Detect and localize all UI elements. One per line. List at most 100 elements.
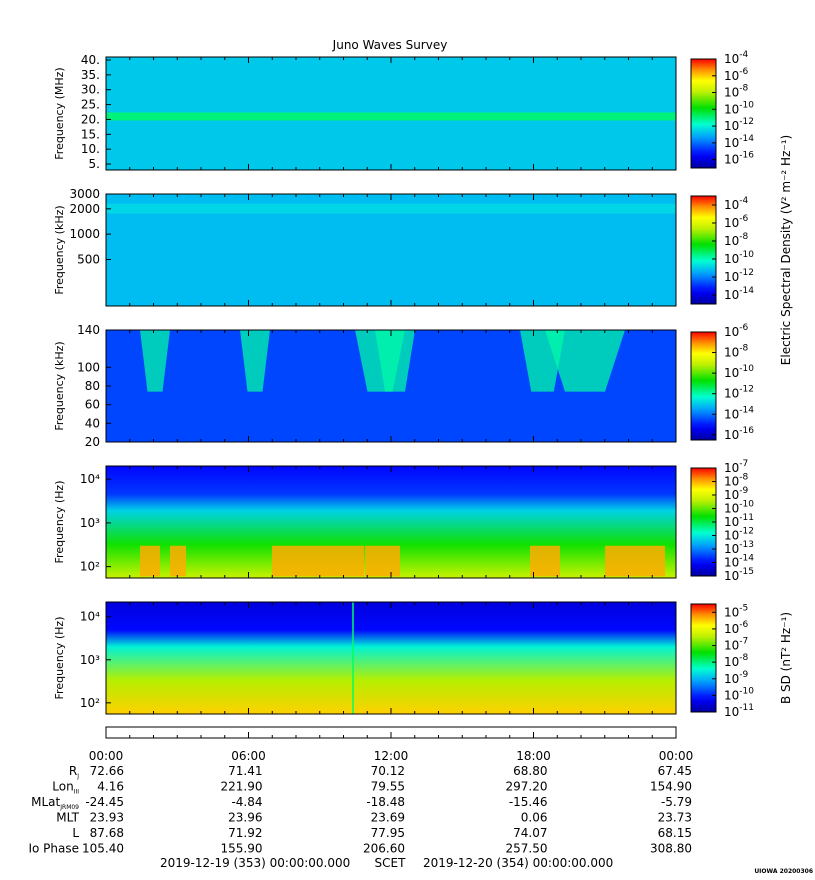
ephemeris-row-label: MLT — [56, 811, 79, 825]
colorbar-tick-label: 10-8 — [724, 344, 749, 360]
ephemeris-row-label: Io Phase — [28, 842, 79, 856]
colorbar-gradient — [690, 58, 717, 169]
colorbar-tick-label: 10-15 — [724, 567, 754, 583]
colorbar-tick-label: 10-9 — [724, 486, 749, 502]
colorbar-tick-label: 10-11 — [724, 513, 754, 529]
colorbar: 10-710-810-910-1010-1110-1210-1310-1410-… — [690, 459, 754, 583]
colorbar-tick-label: 10-10 — [724, 500, 754, 516]
y-tick-label: 60 — [85, 398, 100, 412]
colorbar: 10-6 10-8 10-10 10-12 10-14 10-16 — [690, 323, 754, 442]
emission-burst — [375, 330, 415, 392]
time-tick-label: 00:00 — [89, 749, 124, 763]
colorbar-tick-label: 10-6 — [724, 620, 749, 636]
colorbar-tick-label: 10-6 — [724, 67, 749, 83]
colorbar-tick-label: 10-7 — [724, 637, 748, 653]
colorbar-tick-label: 10-16 — [724, 151, 754, 167]
ephemeris-row-label: LonIII — [52, 780, 79, 796]
emission-burst — [140, 330, 170, 392]
y-tick-label: 10² — [80, 560, 100, 574]
colorbar-tick-label: 10-8 — [724, 653, 749, 669]
y-tick-label: 10² — [80, 696, 100, 710]
ephemeris-value: -15.46 — [509, 795, 548, 809]
y-tick-label: 10³ — [80, 653, 100, 667]
colorbar-tick-label: 10-14 — [724, 405, 754, 421]
y-axis-label: Frequency (kHz) — [53, 205, 66, 294]
colorbar-gradient — [690, 195, 717, 305]
colorbar-tick-label: 10-6 — [724, 214, 749, 230]
colorbar-tick-label: 10-5 — [724, 603, 748, 619]
footer-start-date: 2019-12-19 (353) 00:00:00.000 — [160, 856, 350, 870]
y-tick-label: 20. — [81, 112, 100, 126]
ephemeris-value: -24.45 — [85, 795, 124, 809]
ephemeris-value: 74.07 — [513, 826, 547, 840]
ephemeris-value: 71.41 — [228, 764, 262, 778]
colorbar-tick-label: 10-14 — [724, 134, 754, 150]
footer-scet-label: SCET — [375, 856, 407, 870]
emission-band — [106, 112, 676, 121]
colorbar-tick-label: 10-12 — [724, 527, 754, 543]
colorbar: 10-4 10-6 10-8 10-10 10-12 10-14 — [690, 195, 754, 305]
y-tick-label: 100 — [77, 360, 100, 374]
colorbar-tick-label: 10-12 — [724, 117, 754, 133]
y-tick-label: 25. — [81, 98, 100, 112]
emission-band — [170, 545, 186, 577]
colorbar-label: B SD (nT² Hz⁻¹) — [779, 612, 793, 704]
colorbar-tick-label: 10-7 — [724, 459, 748, 475]
colorbar-tick-label: 10-12 — [724, 268, 754, 284]
y-tick-label: 5. — [89, 157, 100, 171]
panel-5: 10² 10³ 10⁴ Frequency (Hz) 10-510-610-710-81… — [53, 601, 793, 719]
y-tick-label: 10³ — [80, 516, 100, 530]
y-tick-label: 10⁴ — [80, 610, 100, 624]
emission-band — [272, 545, 364, 577]
y-axis-label: Frequency (Hz) — [53, 481, 66, 564]
ephemeris-value: 23.93 — [90, 811, 124, 825]
ephemeris-value: 221.90 — [221, 780, 263, 794]
ephemeris-value: 4.16 — [97, 780, 124, 794]
time-tick-label: 00:00 — [659, 749, 694, 763]
footer-end-date: 2019-12-20 (354) 00:00:00.000 — [423, 856, 613, 870]
emission-band — [365, 545, 400, 577]
ephemeris-value: 87.68 — [90, 826, 124, 840]
ephemeris-value: -5.79 — [661, 795, 692, 809]
colorbar-tick-label: 10-10 — [724, 364, 754, 380]
colorbar-tick-label: 10-8 — [724, 473, 749, 489]
y-axis-label: Frequency (kHz) — [53, 341, 66, 430]
ephemeris-value: 71.92 — [228, 826, 262, 840]
y-tick-label: 1000 — [69, 227, 100, 241]
colorbar-tick-label: 10-8 — [724, 84, 749, 100]
ephemeris-value: 297.20 — [506, 780, 548, 794]
colorbar-tick-label: 10-13 — [724, 540, 754, 556]
y-tick-label: 80 — [85, 379, 100, 393]
ephemeris-row-label: L — [72, 826, 79, 840]
footer-credit: UIOWA 20200306 — [754, 868, 813, 875]
y-tick-label: 40 — [85, 416, 100, 430]
ephemeris-value: 68.80 — [513, 764, 547, 778]
time-tick-label: 12:00 — [374, 749, 409, 763]
ephemeris-value: 257.50 — [506, 842, 548, 856]
colorbar-tick-label: 10-9 — [724, 670, 749, 686]
y-tick-label: 2000 — [69, 202, 100, 216]
ephemeris-value: 67.45 — [658, 764, 692, 778]
spectrogram-background — [106, 602, 676, 714]
y-axis-label: Frequency (MHz) — [53, 67, 66, 159]
colorbar-tick-label: 10-14 — [724, 286, 754, 302]
colorbar-label: Electric Spectral Density (V² m⁻² Hz⁻¹) — [779, 135, 793, 365]
y-tick-label: 10⁴ — [80, 472, 100, 486]
y-tick-label: 140 — [77, 323, 100, 337]
ephemeris-row-label: MLatJRM09 — [31, 795, 79, 811]
ephemeris-value: 70.12 — [371, 764, 405, 778]
ephemeris-value: -4.84 — [231, 795, 262, 809]
time-tick-label: 18:00 — [516, 749, 551, 763]
ephemeris-value: 308.80 — [650, 842, 692, 856]
ephemeris-value: 0.06 — [521, 811, 548, 825]
y-axis-label: Frequency (Hz) — [53, 617, 66, 700]
panel-4: 10² 10³ 10⁴ Frequency (Hz) 10-710-810-910-10… — [53, 459, 754, 583]
ephemeris-value: 77.95 — [371, 826, 405, 840]
ephemeris-value: -18.48 — [366, 795, 405, 809]
emission-band — [140, 545, 160, 577]
